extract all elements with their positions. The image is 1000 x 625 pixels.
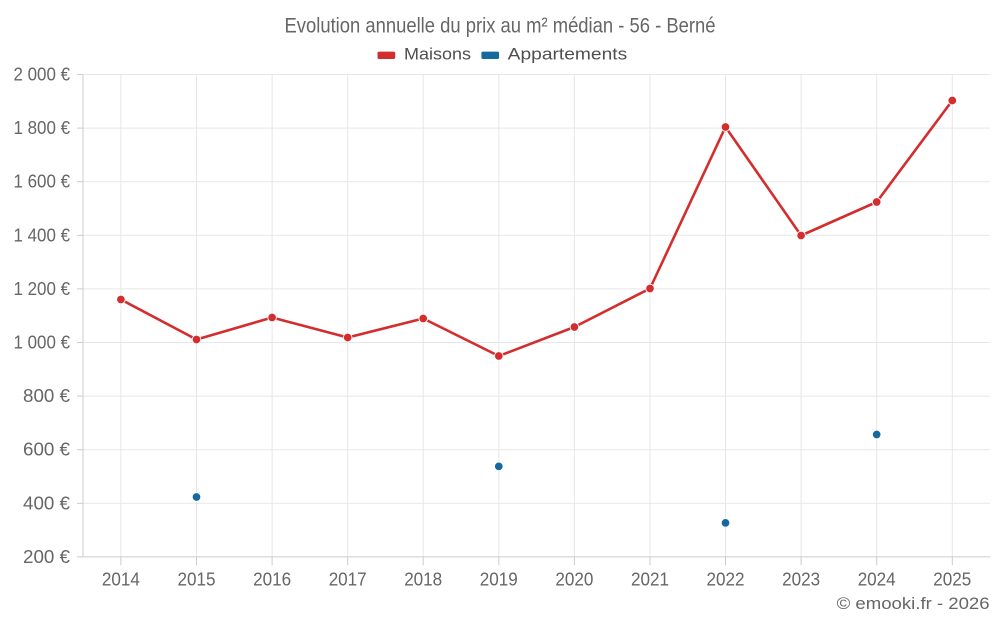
svg-text:1 800 €: 1 800 € [14,118,71,138]
svg-text:© emooki.fr - 2026: © emooki.fr - 2026 [837,595,990,613]
svg-text:2019: 2019 [480,569,518,589]
svg-text:Appartements: Appartements [508,46,628,64]
svg-text:400 €: 400 € [23,493,70,513]
svg-text:2020: 2020 [555,569,593,589]
svg-text:1 400 €: 1 400 € [14,225,71,245]
svg-text:2025: 2025 [933,569,971,589]
svg-text:2021: 2021 [631,569,669,589]
svg-text:200 €: 200 € [23,547,70,567]
svg-text:2023: 2023 [782,569,820,589]
svg-text:2024: 2024 [858,569,896,589]
svg-text:800 €: 800 € [23,386,70,406]
svg-text:2014: 2014 [102,569,140,589]
svg-text:Evolution annuelle du prix au: Evolution annuelle du prix au m² médian … [285,15,716,38]
svg-text:2 000 €: 2 000 € [14,65,71,85]
svg-text:1 200 €: 1 200 € [14,279,71,299]
svg-text:Maisons: Maisons [404,46,471,64]
svg-text:2018: 2018 [404,569,442,589]
svg-text:600 €: 600 € [23,440,70,460]
svg-text:1 600 €: 1 600 € [14,172,71,192]
svg-text:1 000 €: 1 000 € [14,333,71,353]
svg-text:2015: 2015 [178,569,216,589]
svg-text:2022: 2022 [707,569,745,589]
svg-text:2017: 2017 [329,569,367,589]
svg-text:2016: 2016 [253,569,291,589]
